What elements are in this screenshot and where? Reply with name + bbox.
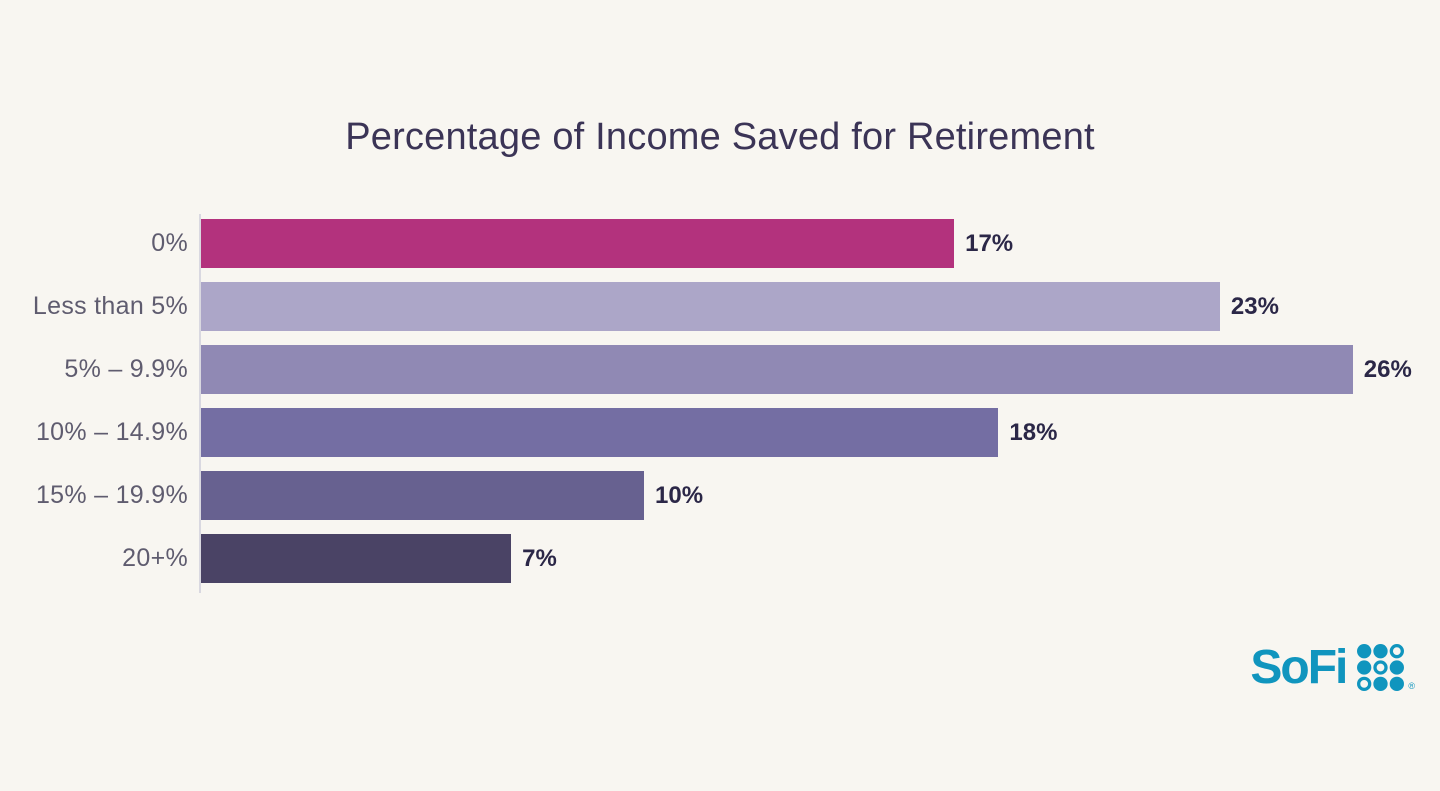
value-label: 10% [655,481,704,509]
bar-chart: 0% 17% Less than 5% 23% 5% – 9.9% 26% 10% – 14… [0,214,1440,597]
bar-row: 15% – 19.9% 10% [0,471,1440,520]
bar [201,408,999,457]
category-label: Less than 5% [32,292,188,320]
bar-row: Less than 5% 23% [0,282,1440,331]
category-label: 15% – 19.9% [35,481,188,509]
bar-row: 20+% 7% [0,534,1440,583]
category-label: 5% – 9.9% [64,355,188,383]
bar-row: 0% 17% [0,219,1440,268]
value-label: 17% [965,229,1014,257]
value-label: 7% [522,544,557,572]
value-label: 18% [1009,418,1058,446]
value-label: 26% [1363,355,1412,383]
bar-row: 10% – 14.9% 18% [0,408,1440,457]
bar [201,534,512,583]
bar-rows: 0% 17% Less than 5% 23% 5% – 9.9% 26% 10% – 14… [0,219,1440,583]
bar [201,345,1353,394]
category-label: 0% [151,229,188,257]
chart-title: Percentage of Income Saved for Retiremen… [345,116,1095,158]
y-axis-line [199,214,201,593]
registered-trademark: ® [1408,681,1415,691]
sofi-logo: SoFi ® [1250,643,1415,692]
value-label: 23% [1230,292,1279,320]
category-label: 10% – 14.9% [35,418,188,446]
bar [201,471,644,520]
bar-row: 5% – 9.9% 26% [0,345,1440,394]
sofi-wordmark: SoFi [1250,640,1348,694]
bar [201,282,1220,331]
sofi-dot-grid-icon [1357,644,1405,691]
category-label: 20+% [122,544,188,572]
bar [201,219,955,268]
